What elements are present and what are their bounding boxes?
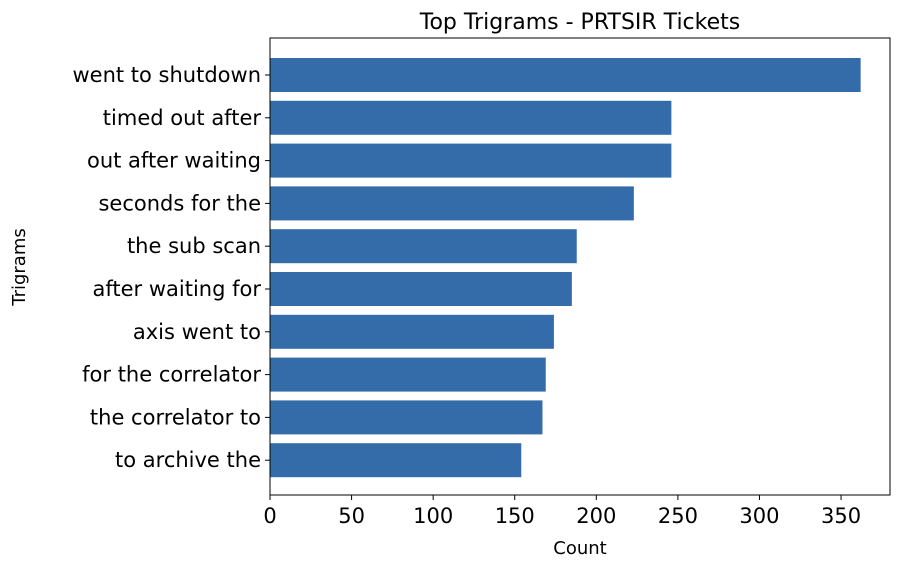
- category-label: out after waiting: [87, 149, 261, 173]
- category-label: went to shutdown: [72, 63, 261, 87]
- category-label: for the correlator: [82, 363, 261, 387]
- plot-frame: [269, 37, 891, 496]
- bar: [270, 100, 672, 135]
- x-tick-label: 150: [495, 504, 535, 528]
- bar: [270, 229, 577, 264]
- chart-title: Top Trigrams - PRTSIR Tickets: [419, 10, 740, 35]
- bar: [270, 143, 672, 178]
- bar: [270, 58, 861, 92]
- bar: [270, 400, 543, 435]
- x-axis-label: Count: [553, 538, 606, 559]
- bar: [270, 357, 546, 392]
- category-label: to archive the: [115, 448, 261, 472]
- x-tick-label: 350: [821, 504, 861, 528]
- x-tick-label: 100: [413, 504, 453, 528]
- category-labels-group: went to shutdown timed out after out after…: [72, 63, 270, 472]
- y-axis-label: Trigrams: [9, 228, 30, 307]
- x-tick-label: 0: [263, 504, 276, 528]
- category-label: axis went to: [133, 320, 261, 344]
- category-label: after waiting for: [93, 277, 262, 301]
- x-tick-label: 250: [658, 504, 698, 528]
- x-ticks-group: 0 50 100 150 200 250 300 350: [263, 495, 861, 528]
- bar: [270, 443, 522, 478]
- bar: [270, 314, 554, 349]
- bars-group: [270, 58, 861, 478]
- category-label: the sub scan: [127, 234, 261, 258]
- category-label: the correlator to: [90, 405, 261, 429]
- category-label: timed out after: [103, 106, 262, 130]
- x-tick-label: 50: [338, 504, 365, 528]
- x-tick-label: 300: [739, 504, 779, 528]
- category-label: seconds for the: [98, 191, 261, 215]
- bar: [270, 186, 634, 221]
- x-tick-label: 200: [576, 504, 616, 528]
- bar: [270, 272, 572, 306]
